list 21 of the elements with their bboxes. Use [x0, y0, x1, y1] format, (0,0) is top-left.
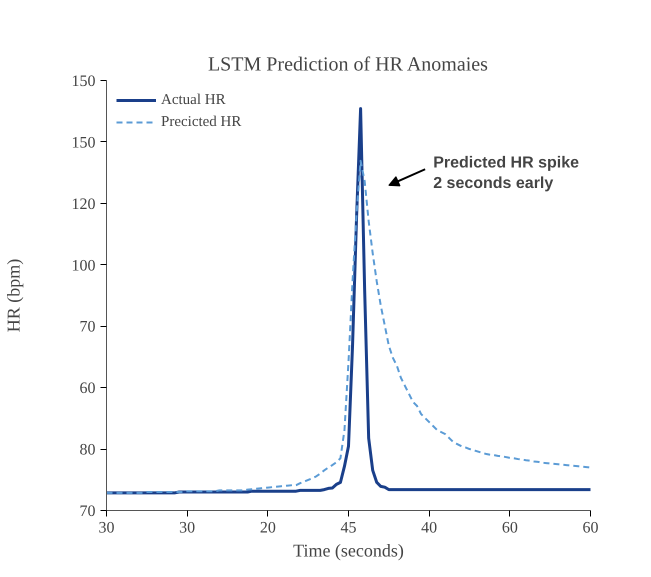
text: 70: [80, 503, 96, 520]
x-tick-label: 30: [98, 520, 114, 536]
y-axis-title: HR (bpm): [4, 258, 24, 332]
annotation: Predicted HR spike 2 seconds early: [433, 154, 580, 192]
text: 120: [72, 196, 96, 213]
x-tick-label: 40: [421, 520, 438, 536]
text: 70: [80, 318, 96, 336]
x-tick-label: 20: [260, 520, 276, 536]
x-tick-label: 60: [582, 520, 598, 536]
x-axis-title: Time (seconds): [293, 540, 404, 560]
text: 150: [72, 134, 96, 152]
text: 100: [72, 257, 96, 274]
text: 80: [80, 442, 96, 459]
text: 60: [80, 380, 96, 398]
x-tick-label: 30: [179, 520, 196, 536]
legend-label: Precicted HR: [161, 114, 242, 130]
x-tick-label: 45: [340, 520, 356, 536]
chart-title: LSTM Prediction of HR Anomaies: [208, 54, 488, 76]
legend-label: Actual HR: [161, 92, 226, 108]
text: 150: [72, 73, 96, 90]
x-tick-label: 60: [502, 520, 518, 536]
